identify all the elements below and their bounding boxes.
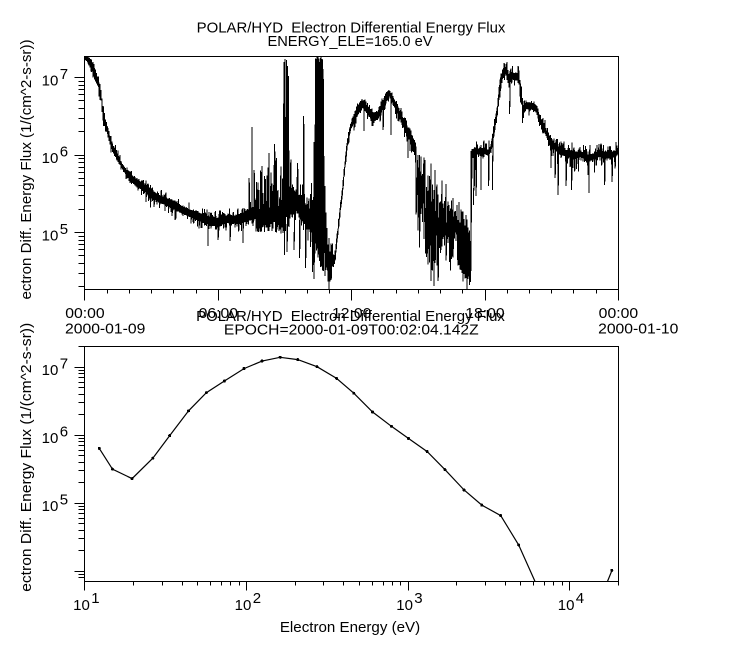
- svg-text:ENERGY_ELE=165.0 eV: ENERGY_ELE=165.0 eV: [267, 33, 432, 50]
- svg-text:10: 10: [235, 597, 252, 614]
- svg-text:10: 10: [42, 498, 59, 515]
- svg-text:10: 10: [42, 362, 59, 379]
- svg-text:5: 5: [60, 492, 68, 509]
- svg-text:ectron Diff. Energy Flux (1/(c: ectron Diff. Energy Flux (1/(cm^2-s-sr)): [18, 323, 35, 592]
- svg-text:10: 10: [558, 597, 575, 614]
- svg-text:10: 10: [42, 430, 59, 447]
- svg-text:7: 7: [60, 356, 68, 373]
- svg-text:00:00: 00:00: [65, 305, 104, 322]
- svg-text:4: 4: [576, 590, 584, 607]
- svg-text:EPOCH=2000-01-09T00:02:04.142Z: EPOCH=2000-01-09T00:02:04.142Z: [224, 321, 479, 338]
- svg-text:3: 3: [414, 590, 422, 607]
- svg-text:00:00: 00:00: [599, 305, 638, 322]
- svg-text:12:00: 12:00: [332, 305, 371, 322]
- svg-text:10: 10: [73, 597, 90, 614]
- svg-text:1: 1: [91, 590, 99, 607]
- svg-text:2000-01-09: 2000-01-09: [65, 321, 145, 338]
- svg-text:10: 10: [42, 150, 59, 167]
- svg-text:Electron Energy (eV): Electron Energy (eV): [280, 619, 420, 636]
- svg-text:10: 10: [396, 597, 413, 614]
- svg-text:POLAR/HYD Electron Differenti: POLAR/HYD Electron Differential Energy F…: [197, 19, 506, 36]
- svg-text:ectron Diff. Energy Flux (1/(c: ectron Diff. Energy Flux (1/(cm^2-s-sr)): [18, 40, 35, 300]
- svg-text:5: 5: [60, 221, 68, 238]
- svg-text:06:00: 06:00: [199, 305, 238, 322]
- svg-text:6: 6: [60, 424, 68, 441]
- svg-text:18:00: 18:00: [465, 305, 504, 322]
- svg-text:7: 7: [60, 66, 68, 83]
- svg-text:2: 2: [253, 590, 261, 607]
- svg-text:6: 6: [60, 143, 68, 160]
- svg-text:10: 10: [42, 228, 59, 245]
- svg-text:2000-01-10: 2000-01-10: [598, 321, 678, 338]
- svg-text:POLAR/HYD Electron Differenti: POLAR/HYD Electron Differential Energy F…: [196, 308, 505, 325]
- svg-text:10: 10: [42, 73, 59, 90]
